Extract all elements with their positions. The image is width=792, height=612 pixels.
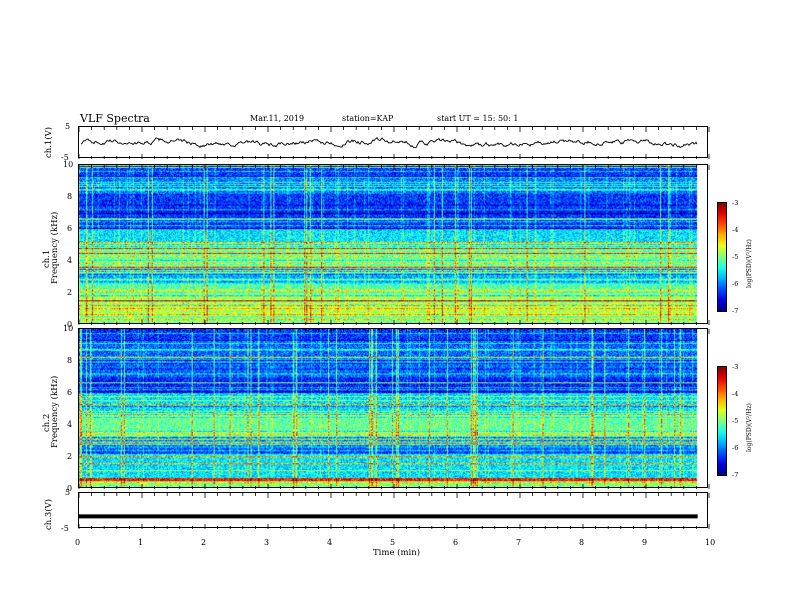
- ch2-spectrogram: [79, 329, 707, 487]
- start-time-label: start UT = 15: 50: 1: [437, 114, 519, 123]
- x-axis-label: Time (min): [373, 548, 421, 558]
- ch2-spectrogram-panel: [78, 328, 710, 489]
- frequency-tick-label: 4: [67, 256, 73, 265]
- chart-title: VLF Spectra: [80, 112, 150, 125]
- ch3-waveform-panel: [78, 492, 710, 529]
- colorbar-tick-label: -7: [732, 471, 739, 479]
- ch1-spectrogram-panel: [78, 164, 710, 325]
- ch2-frequency-label: Frequency (kHz): [50, 375, 60, 448]
- date-label: Mar.11, 2019: [250, 114, 305, 123]
- ch1-ytick-bottom: -5: [61, 153, 69, 162]
- colorbar-tick-label: -3: [732, 363, 739, 371]
- ch1-ytick-top: 5: [65, 122, 71, 131]
- ch1-ylabel: ch.1(V): [44, 126, 54, 158]
- x-tick-label: 10: [705, 538, 716, 547]
- ch3-ytick-top: 5: [65, 488, 71, 497]
- station-label: station=KAP: [342, 114, 394, 123]
- x-tick-label: 2: [201, 538, 207, 547]
- frequency-tick-label: 6: [67, 388, 73, 397]
- frequency-tick-label: 6: [67, 224, 73, 233]
- ch3-ylabel: ch.3(V): [44, 498, 54, 530]
- ch2-spectrogram-ticks: [78, 329, 710, 489]
- ch1-colorbar: [717, 202, 727, 312]
- frequency-tick-label: 8: [67, 192, 73, 201]
- frequency-tick-label: 0: [67, 484, 73, 493]
- ch1-waveform-line: [80, 136, 698, 149]
- colorbar-tick-label: -5: [732, 417, 739, 425]
- x-tick-label: 5: [390, 538, 396, 547]
- ch1-spectrogram-ticks: [78, 165, 710, 325]
- frequency-tick-label: 4: [67, 420, 73, 429]
- x-tick-label: 7: [516, 538, 522, 547]
- ch2-colorbar: [717, 366, 727, 476]
- x-tick-label: 0: [75, 538, 81, 547]
- colorbar-tick-label: -6: [732, 444, 739, 452]
- colorbar-tick-label: -4: [732, 226, 739, 234]
- x-tick-label: 6: [453, 538, 459, 547]
- ch1-colorbar-label: log(PSD)(V²/Hz): [746, 239, 753, 288]
- x-tick-label: 8: [579, 538, 585, 547]
- frequency-tick-label: 2: [67, 288, 73, 297]
- colorbar-tick-label: -4: [732, 390, 739, 398]
- x-tick-label: 9: [642, 538, 648, 547]
- x-tick-label: 1: [138, 538, 144, 547]
- frequency-tick-label: 8: [67, 356, 73, 365]
- frequency-tick-label: 2: [67, 452, 73, 461]
- frequency-tick-label: 10: [63, 324, 74, 333]
- x-tick-label: 3: [264, 538, 270, 547]
- ch2-colorbar-label: log(PSD)(V²/Hz): [746, 403, 753, 452]
- ch1-frequency-label: Frequency (kHz): [50, 211, 60, 284]
- ch1-waveform-panel: [78, 126, 710, 159]
- colorbar-tick-label: -6: [732, 280, 739, 288]
- ch3-ytick-bottom: -5: [61, 524, 69, 533]
- colorbar-tick-label: -3: [732, 199, 739, 207]
- frequency-tick-label: 0: [67, 320, 73, 329]
- ch1-waveform-plot: [78, 127, 710, 159]
- colorbar-tick-label: -5: [732, 253, 739, 261]
- colorbar-tick-label: -7: [732, 307, 739, 315]
- ch3-waveform-plot: [78, 493, 710, 529]
- x-tick-label: 4: [327, 538, 333, 547]
- frequency-tick-label: 10: [63, 160, 74, 169]
- ch1-spectrogram: [79, 165, 707, 323]
